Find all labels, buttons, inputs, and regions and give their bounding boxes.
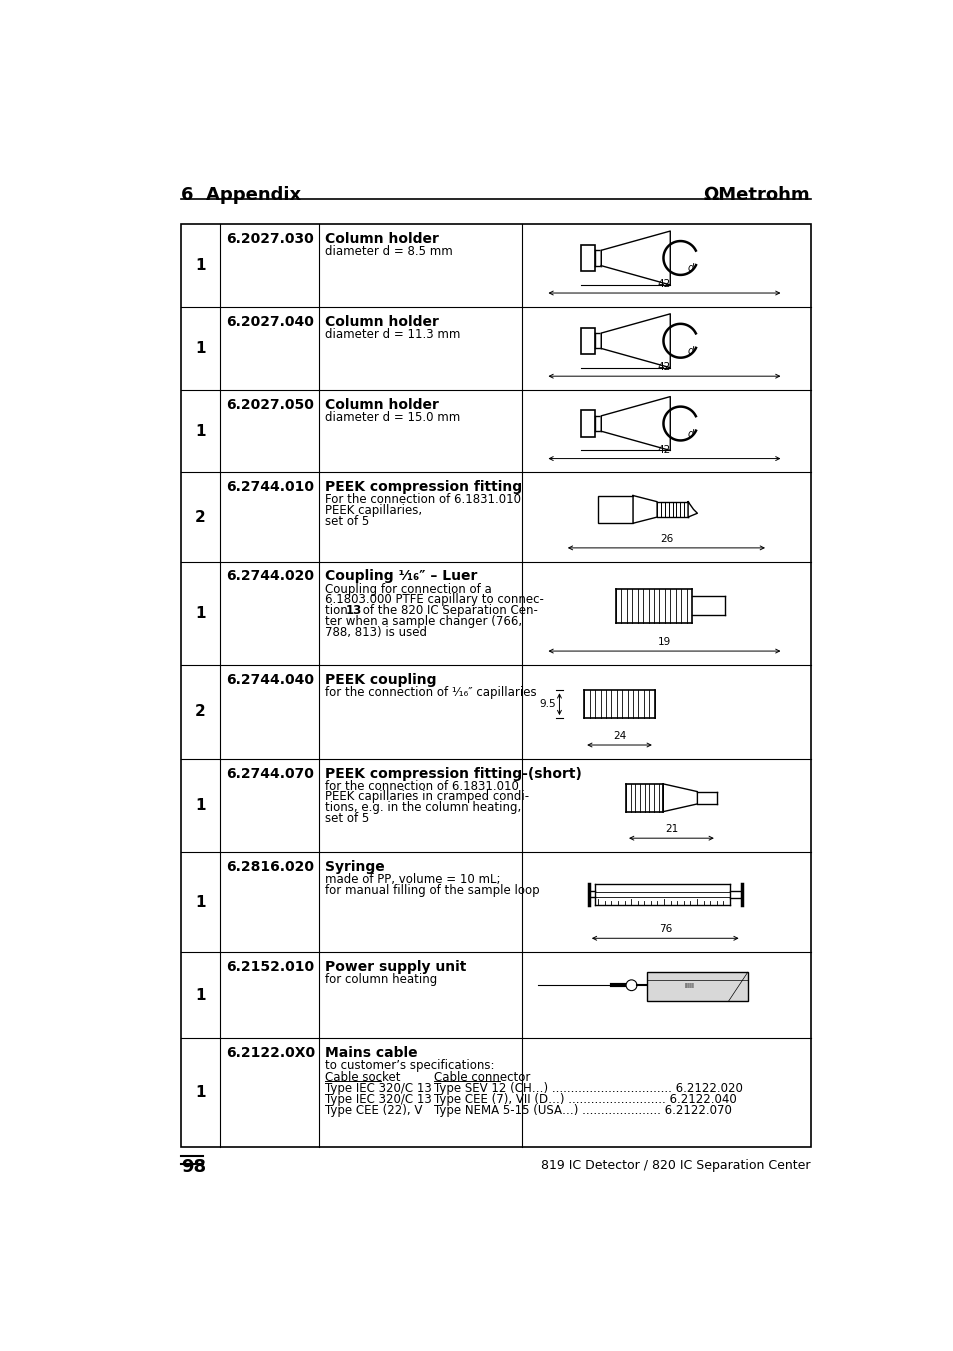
Text: 21: 21	[664, 824, 678, 835]
Text: 1: 1	[195, 894, 206, 909]
Text: 6  Appendix: 6 Appendix	[181, 186, 301, 204]
Text: 6.2152.010: 6.2152.010	[226, 959, 314, 974]
Text: PEEK capillaries in cramped condi-: PEEK capillaries in cramped condi-	[325, 790, 529, 804]
Text: 6.2027.030: 6.2027.030	[226, 232, 314, 246]
Text: 819 IC Detector / 820 IC Separation Center: 819 IC Detector / 820 IC Separation Cent…	[540, 1159, 810, 1171]
Text: 42: 42	[658, 444, 670, 455]
Text: made of PP, volume = 10 mL;: made of PP, volume = 10 mL;	[325, 873, 500, 886]
Text: PEEK coupling: PEEK coupling	[325, 673, 436, 686]
Text: Coupling for connection of a: Coupling for connection of a	[325, 582, 492, 596]
Text: 1: 1	[195, 340, 206, 355]
Text: Column holder: Column holder	[325, 315, 438, 328]
Text: set of 5: set of 5	[325, 515, 369, 528]
Text: 2: 2	[195, 704, 206, 719]
Text: Column holder: Column holder	[325, 232, 438, 246]
Text: Type CEE (7), VII (D…) .......................... 6.2122.040: Type CEE (7), VII (D…) .................…	[434, 1093, 736, 1106]
Text: 6.2744.040: 6.2744.040	[226, 673, 314, 686]
Text: Cable connector: Cable connector	[434, 1071, 530, 1085]
Text: IIIII: IIIII	[684, 984, 694, 989]
Text: of the 820 IC Separation Cen-: of the 820 IC Separation Cen-	[358, 604, 537, 617]
Text: 1: 1	[195, 988, 206, 1002]
Text: PEEK compression fitting-(short): PEEK compression fitting-(short)	[325, 766, 581, 781]
Polygon shape	[600, 397, 670, 450]
Bar	[646, 973, 747, 1001]
Text: set of 5: set of 5	[325, 812, 369, 825]
Text: Type IEC 320/C 13: Type IEC 320/C 13	[325, 1082, 432, 1096]
Text: PEEK compression fitting: PEEK compression fitting	[325, 480, 522, 494]
Text: d: d	[686, 263, 693, 273]
Text: for manual filling of the sample loop: for manual filling of the sample loop	[325, 884, 539, 897]
Text: diameter d = 15.0 mm: diameter d = 15.0 mm	[325, 411, 460, 424]
Text: PEEK capillaries,: PEEK capillaries,	[325, 504, 422, 517]
Bar	[580, 328, 595, 354]
Text: 9.5: 9.5	[539, 700, 556, 709]
Text: 6.2744.070: 6.2744.070	[226, 766, 314, 781]
Text: Type IEC 320/C 13: Type IEC 320/C 13	[325, 1093, 432, 1106]
Text: Power supply unit: Power supply unit	[325, 959, 466, 974]
Text: 13: 13	[346, 604, 362, 617]
Text: Type SEV 12 (CH…) ................................ 6.2122.020: Type SEV 12 (CH…) ......................…	[434, 1082, 742, 1096]
Text: ter when a sample changer (766,: ter when a sample changer (766,	[325, 615, 522, 628]
Text: to customer’s specifications:: to customer’s specifications:	[325, 1059, 495, 1073]
Text: Syringe: Syringe	[325, 859, 385, 874]
Polygon shape	[633, 496, 657, 523]
Polygon shape	[600, 231, 670, 285]
Text: d: d	[686, 428, 693, 439]
Text: 19: 19	[658, 638, 670, 647]
Text: Type CEE (22), V: Type CEE (22), V	[325, 1104, 422, 1117]
Text: 1: 1	[195, 424, 206, 439]
Text: 1: 1	[195, 798, 206, 813]
Text: 76: 76	[658, 924, 671, 935]
Text: for the connection of 6.1831.010: for the connection of 6.1831.010	[325, 780, 518, 793]
Bar	[598, 496, 633, 523]
Text: 42: 42	[658, 280, 670, 289]
Text: 24: 24	[612, 731, 625, 742]
Text: Coupling ¹⁄₁₆″ – Luer: Coupling ¹⁄₁₆″ – Luer	[325, 570, 477, 584]
Text: for column heating: for column heating	[325, 973, 437, 986]
Bar	[580, 245, 595, 272]
Text: diameter d = 11.3 mm: diameter d = 11.3 mm	[325, 328, 460, 340]
Polygon shape	[687, 501, 697, 517]
Text: 788, 813) is used: 788, 813) is used	[325, 626, 427, 639]
Text: 98: 98	[181, 1159, 206, 1177]
Bar	[580, 411, 595, 436]
Text: 1: 1	[195, 258, 206, 273]
Text: diameter d = 8.5 mm: diameter d = 8.5 mm	[325, 246, 453, 258]
Text: 6.2122.0X0: 6.2122.0X0	[226, 1046, 315, 1061]
Bar	[181, 224, 810, 1147]
Text: 6.2816.020: 6.2816.020	[226, 859, 314, 874]
Polygon shape	[600, 313, 670, 367]
Text: 6.1803.000 PTFE capillary to connec-: 6.1803.000 PTFE capillary to connec-	[325, 593, 544, 607]
Text: d: d	[686, 346, 693, 355]
Text: tions, e.g. in the column heating,: tions, e.g. in the column heating,	[325, 801, 521, 815]
Text: 2: 2	[195, 509, 206, 524]
Text: 1: 1	[195, 605, 206, 621]
Circle shape	[625, 979, 637, 990]
Text: 26: 26	[659, 534, 672, 544]
Text: ΩMetrohm: ΩMetrohm	[703, 186, 810, 204]
Text: 6.2027.050: 6.2027.050	[226, 397, 314, 412]
Text: 6.2744.020: 6.2744.020	[226, 570, 314, 584]
Text: Mains cable: Mains cable	[325, 1046, 417, 1061]
Text: Cable socket: Cable socket	[325, 1071, 400, 1085]
Text: For the connection of 6.1831.010: For the connection of 6.1831.010	[325, 493, 521, 507]
Text: 42: 42	[658, 362, 670, 373]
Text: Type NEMA 5-15 (USA…) ..................... 6.2122.070: Type NEMA 5-15 (USA…) ..................…	[434, 1104, 731, 1117]
Text: Column holder: Column holder	[325, 397, 438, 412]
Text: tion: tion	[325, 604, 352, 617]
Text: 6.2027.040: 6.2027.040	[226, 315, 314, 328]
Text: 1: 1	[195, 1085, 206, 1100]
Polygon shape	[662, 784, 697, 812]
Text: 6.2744.010: 6.2744.010	[226, 480, 314, 494]
Text: for the connection of ¹⁄₁₆″ capillaries: for the connection of ¹⁄₁₆″ capillaries	[325, 686, 537, 698]
